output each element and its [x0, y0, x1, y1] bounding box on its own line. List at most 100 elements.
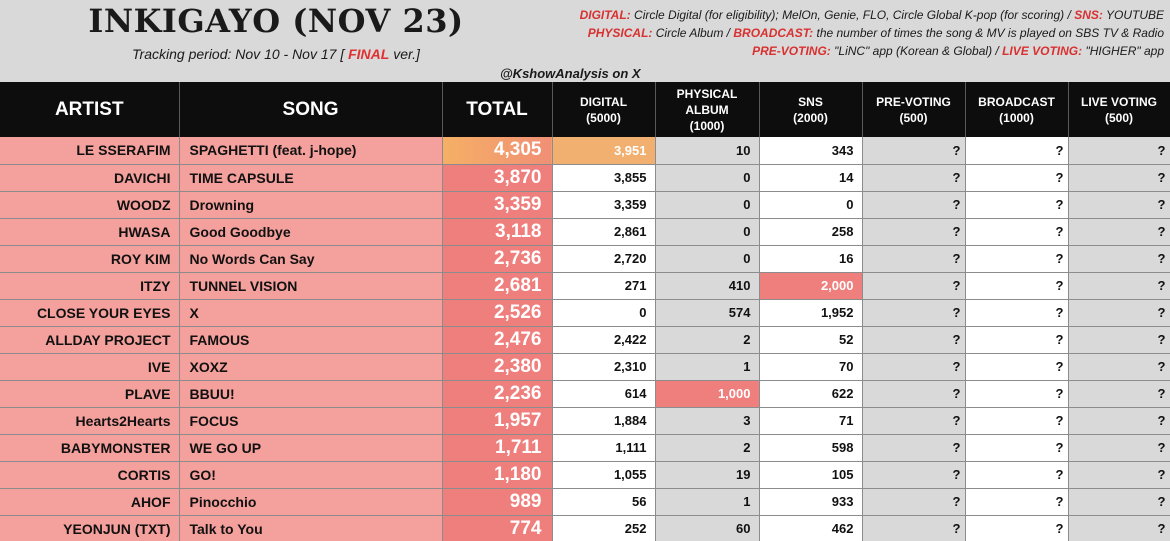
artist-cell-value: Hearts2Hearts [75, 412, 171, 429]
col-prevoting-max: (500) [899, 110, 928, 125]
artist-cell: LE SSERAFIM [0, 137, 180, 165]
sns-cell-value: 598 [831, 440, 854, 455]
period-suffix: ver.] [393, 46, 420, 62]
col-digital-label: DIGITAL [579, 94, 628, 109]
song-cell-value: FOCUS [189, 412, 239, 429]
artist-cell: HWASA [0, 218, 180, 246]
total-cell-value: 4,305 [493, 139, 542, 161]
live-voting-cell-value: ? [1157, 413, 1166, 428]
live-voting-cell-value: ? [1157, 142, 1166, 158]
artist-cell-value: IVE [147, 358, 171, 375]
broadcast-cell-value: ? [1055, 467, 1064, 482]
artist-cell: BABYMONSTER [0, 434, 180, 462]
physical-cell-value: 1 [743, 494, 751, 509]
digital-cell-value: 2,422 [613, 332, 647, 347]
table-row: BABYMONSTER WE GO UP 1,711 1,111 2 598??? [0, 434, 1170, 462]
prevoting-cell: ? [862, 488, 966, 516]
sns-cell-value: 0 [846, 197, 854, 212]
physical-cell-value: 574 [728, 305, 751, 320]
broadcast-cell-value: ? [1055, 197, 1064, 212]
prevoting-cell-value: ? [952, 440, 961, 455]
sns-cell: 462 [759, 515, 863, 541]
table-row: WOODZ Drowning 3,359 3,359 0 0??? [0, 191, 1170, 219]
live-voting-cell-value: ? [1157, 197, 1166, 212]
digital-cell-value: 252 [624, 521, 647, 536]
sns-cell: 598 [759, 434, 863, 462]
song-cell-value: Good Goodbye [189, 223, 291, 240]
sns-cell-value: 258 [831, 224, 854, 239]
table-row: ALLDAY PROJECT FAMOUS 2,476 2,422 2 52??? [0, 326, 1170, 354]
sns-key: SNS: [1074, 8, 1103, 22]
total-cell: 4,305 [442, 137, 553, 165]
prevoting-cell-value: ? [952, 197, 961, 212]
broadcast-cell-value: ? [1055, 332, 1064, 347]
col-broadcast-max: (1000) [999, 110, 1034, 125]
broadcast-cell: ? [965, 407, 1069, 435]
broadcast-cell-value: ? [1055, 440, 1064, 455]
period-final: FINAL [348, 46, 390, 62]
sns-cell-value: 343 [831, 142, 854, 158]
prevoting-cell: ? [862, 245, 966, 273]
live-voting-cell-value: ? [1157, 278, 1166, 293]
artist-cell-value: BABYMONSTER [60, 439, 171, 456]
prevoting-cell-value: ? [952, 413, 961, 428]
artist-cell-value: HWASA [118, 223, 171, 240]
live-voting-cell-value: ? [1157, 251, 1166, 266]
sns-cell-value: 16 [839, 251, 854, 266]
artist-cell-value: CLOSE YOUR EYES [36, 304, 171, 321]
broadcast-key: BROADCAST: [733, 26, 814, 40]
broadcast-cell: ? [965, 515, 1069, 541]
total-cell: 3,870 [442, 164, 553, 192]
sns-cell: 343 [759, 137, 863, 165]
physical-val: Circle Album / [655, 26, 731, 40]
prevoting-cell-value: ? [952, 467, 961, 482]
total-cell-value: 2,236 [493, 382, 542, 404]
physical-cell-value: 3 [743, 413, 751, 428]
broadcast-cell-value: ? [1055, 494, 1064, 509]
digital-cell-value: 3,855 [613, 170, 647, 185]
total-cell: 2,681 [442, 272, 553, 300]
total-cell: 2,236 [442, 380, 553, 408]
physical-cell: 1,000 [655, 380, 760, 408]
prevoting-cell-value: ? [952, 386, 961, 401]
col-live: LIVE VOTING (500) [1068, 82, 1170, 137]
digital-cell-value: 271 [624, 278, 647, 293]
prevoting-cell-value: ? [952, 359, 961, 374]
digital-cell-value: 0 [639, 305, 647, 320]
digital-cell: 0 [552, 299, 656, 327]
notes-line-2: PHYSICAL: Circle Album / BROADCAST: the … [544, 24, 1164, 42]
total-cell-value: 2,476 [493, 328, 542, 350]
col-physical-label: PHYSICAL [676, 86, 738, 101]
broadcast-cell: ? [965, 218, 1069, 246]
live-voting-cell: ? [1068, 434, 1170, 462]
digital-cell-value: 3,951 [613, 142, 647, 158]
live-voting-cell-value: ? [1157, 359, 1166, 374]
live-voting-cell: ? [1068, 461, 1170, 489]
broadcast-cell-value: ? [1055, 278, 1064, 293]
col-broadcast: BROADCAST (1000) [965, 82, 1069, 137]
prevoting-cell-value: ? [952, 142, 961, 158]
physical-cell: 1 [655, 353, 760, 381]
total-cell-value: 2,681 [493, 274, 542, 296]
live-voting-cell: ? [1068, 137, 1170, 165]
table-row: ROY KIM No Words Can Say 2,736 2,720 0 16??? [0, 245, 1170, 273]
total-cell: 1,957 [442, 407, 553, 435]
live-voting-cell-value: ? [1157, 467, 1166, 482]
table-row: CLOSE YOUR EYES X 2,526 0 574 1,952??? [0, 299, 1170, 327]
song-cell: No Words Can Say [179, 245, 443, 273]
total-cell: 774 [442, 515, 553, 541]
broadcast-cell: ? [965, 461, 1069, 489]
song-cell: WE GO UP [179, 434, 443, 462]
live-voting-cell: ? [1068, 353, 1170, 381]
col-live-max: (500) [1104, 110, 1133, 125]
col-digital: DIGITAL (5000) [552, 82, 656, 137]
total-cell-value: 2,526 [493, 301, 542, 323]
physical-cell: 60 [655, 515, 760, 541]
prevoting-cell: ? [862, 407, 966, 435]
prevoting-cell-value: ? [952, 224, 961, 239]
physical-cell: 2 [655, 434, 760, 462]
page-title: INKIGAYO (NOV 23) [88, 2, 464, 40]
physical-cell: 0 [655, 245, 760, 273]
song-cell: Drowning [179, 191, 443, 219]
total-cell: 2,526 [442, 299, 553, 327]
